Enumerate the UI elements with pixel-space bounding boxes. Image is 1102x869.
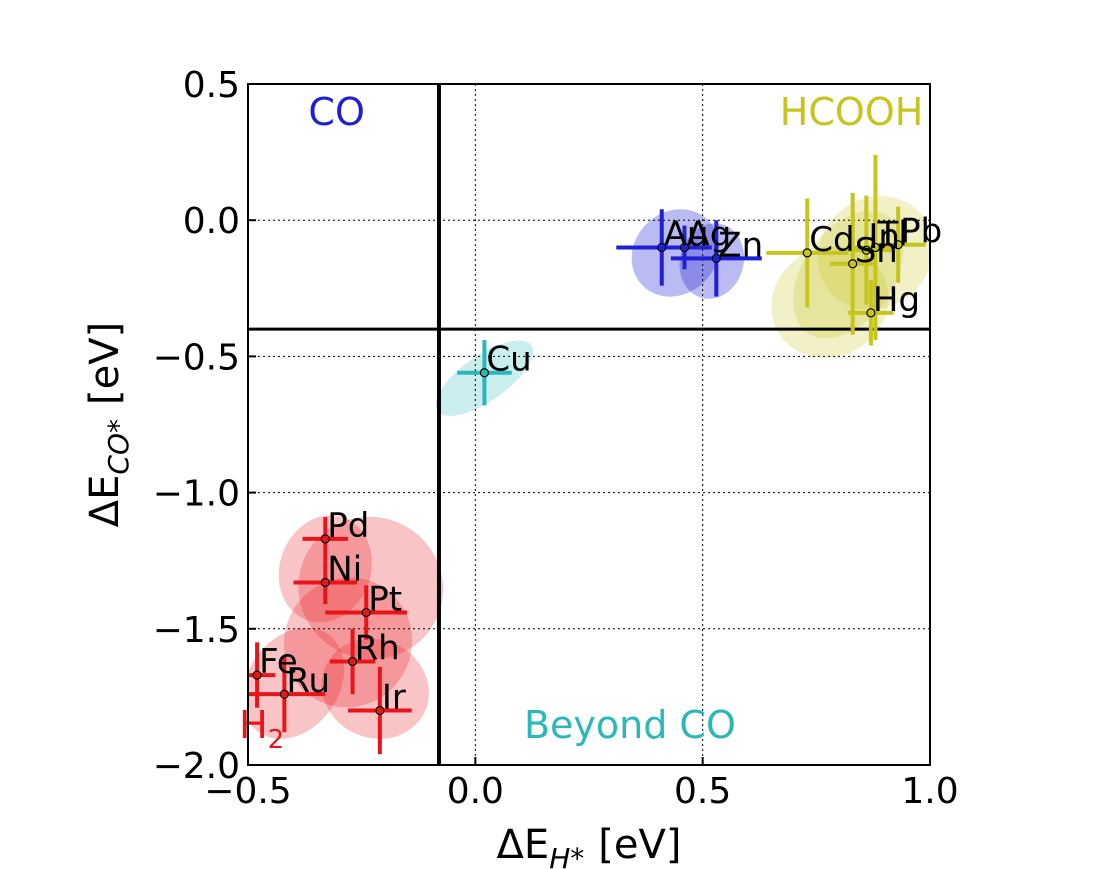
- y-tick-label: −1.0: [153, 474, 240, 515]
- data-point-ag: [679, 242, 690, 253]
- data-point-rh: [347, 656, 358, 667]
- point-label-tl: Tl: [876, 214, 907, 254]
- data-point-in: [861, 245, 871, 255]
- uncertainty-ellipses: [248, 196, 930, 739]
- point-label-sn: Sn: [855, 231, 898, 271]
- point-label-rh: Rh: [355, 628, 400, 668]
- x-axis-title: ΔEH* [eV]: [497, 822, 682, 869]
- point-label-ru: Ru: [286, 661, 330, 701]
- point-label-fe: Fe: [259, 642, 298, 682]
- point-label-au: Au: [664, 214, 709, 254]
- data-point-au: [657, 242, 667, 253]
- data-point-zn: [711, 253, 721, 263]
- region-label-text: HCOOH: [780, 90, 924, 134]
- point-label-ir: Ir: [382, 678, 406, 718]
- region-label-text: H: [239, 703, 268, 747]
- y-axis-title-unit: [eV]: [82, 322, 128, 405]
- point-label-zn: Zn: [718, 225, 763, 265]
- point-label-ag: Ag: [686, 214, 731, 254]
- region-labels: CO HCOOH Beyond CO H2: [239, 90, 923, 755]
- x-axis-title-main: ΔE: [497, 822, 550, 868]
- y-tick-label: −0.5: [153, 337, 240, 378]
- data-point-ru: [279, 689, 289, 699]
- data-point-fe: [252, 670, 262, 680]
- x-axis-title-subscript: H*: [549, 842, 584, 869]
- y-axis-title-subscript: CO*: [102, 419, 135, 475]
- uncertainty-ellipse-co: [679, 223, 745, 299]
- point-label-pd: Pd: [327, 506, 369, 546]
- y-tick-label: −2.0: [153, 746, 240, 787]
- region-label-text: CO: [308, 90, 364, 134]
- uncertainty-ellipse-h2: [321, 638, 429, 739]
- gridlines: [248, 84, 930, 765]
- uncertainty-ellipse-co: [631, 209, 720, 297]
- y-axis-title-main: ΔE: [82, 475, 128, 528]
- point-label-cd: Cd: [809, 220, 854, 260]
- x-tick-label: 0.5: [674, 771, 731, 812]
- point-label-ni: Ni: [327, 549, 362, 589]
- point-label-hg: Hg: [873, 280, 920, 320]
- region-label-subscript: 2: [268, 725, 285, 755]
- uncertainty-ellipse-h2: [248, 627, 345, 739]
- region-label-co: CO: [308, 90, 364, 134]
- data-point-cu: [479, 368, 490, 378]
- threshold-lines: [248, 84, 930, 765]
- x-tick-label: −0.5: [204, 771, 291, 812]
- data-point-hg: [866, 308, 876, 318]
- data-point-pt: [361, 607, 371, 618]
- data-point-ni: [320, 577, 330, 588]
- axis-ticks: −0.5 0.0 0.5 1.0 −2.0 −1.5 −1.0 −0.5 0.0 0.5: [153, 65, 959, 812]
- region-label-text: Beyond CO: [524, 703, 736, 747]
- region-label-beyondco: Beyond CO: [524, 703, 736, 747]
- y-tick-label: 0.0: [183, 201, 240, 242]
- data-point-cd: [802, 248, 812, 258]
- x-tick-label: 1.0: [901, 771, 958, 812]
- region-label-h2: H2: [239, 703, 284, 755]
- y-tick-label: 0.5: [183, 65, 240, 106]
- plot-frame: [247, 83, 931, 766]
- point-label-cu: Cu: [486, 340, 531, 380]
- x-axis-title-unit: [eV]: [598, 822, 681, 868]
- y-tick-label: −1.5: [153, 610, 240, 651]
- data-point-tl: [870, 242, 881, 253]
- point-label-in: In: [868, 217, 900, 257]
- data-point-pb: [893, 240, 903, 250]
- point-label-pb: Pb: [900, 212, 942, 252]
- y-axis-title: ΔECO* [eV]: [82, 322, 135, 527]
- x-tick-label: 0.0: [447, 771, 504, 812]
- region-label-hcooh: HCOOH: [780, 90, 924, 134]
- data-points: [252, 240, 903, 716]
- point-label-pt: Pt: [368, 579, 402, 619]
- uncertainty-ellipse-h2: [298, 516, 444, 660]
- data-point-sn: [848, 259, 858, 269]
- error-bars: [248, 154, 926, 755]
- data-point-ir: [375, 705, 385, 716]
- data-point-pd: [320, 534, 330, 544]
